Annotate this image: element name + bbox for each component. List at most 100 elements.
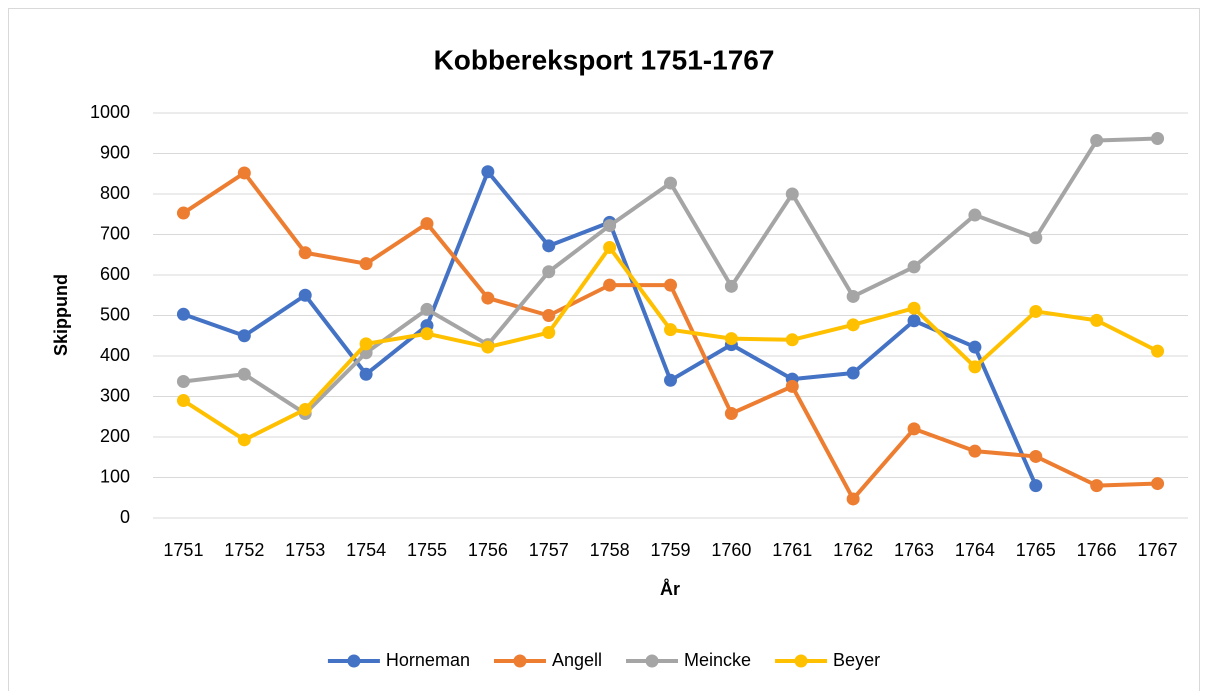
point-marker xyxy=(237,166,251,180)
y-tick-label: 1000 xyxy=(90,102,130,122)
x-tick-label: 1753 xyxy=(285,540,325,560)
x-tick-label: 1751 xyxy=(163,540,203,560)
legend-marker xyxy=(513,654,527,668)
point-marker xyxy=(907,260,921,274)
point-marker xyxy=(664,278,677,292)
point-marker xyxy=(298,288,312,302)
point-marker xyxy=(664,323,677,337)
x-tick-label: 1764 xyxy=(955,540,995,560)
x-tick-label: 1759 xyxy=(650,540,690,560)
point-marker xyxy=(1090,313,1104,327)
legend-label: Angell xyxy=(552,650,602,670)
legend-marker xyxy=(645,654,659,668)
point-marker xyxy=(724,279,738,293)
point-marker xyxy=(785,333,799,347)
legend-label: Meincke xyxy=(684,650,751,670)
x-axis-title: År xyxy=(660,579,680,599)
point-marker xyxy=(785,379,799,393)
point-marker xyxy=(420,302,434,316)
y-tick-label: 200 xyxy=(100,426,130,446)
point-marker xyxy=(298,402,312,416)
point-marker xyxy=(542,326,556,340)
point-marker xyxy=(1090,134,1104,148)
point-marker xyxy=(603,240,617,254)
x-tick-label: 1766 xyxy=(1077,540,1117,560)
point-marker xyxy=(968,208,982,222)
point-marker xyxy=(237,329,251,343)
x-tick-label: 1763 xyxy=(894,540,934,560)
x-tick-label: 1754 xyxy=(346,540,386,560)
point-marker xyxy=(298,246,312,260)
point-marker xyxy=(237,433,251,447)
point-marker xyxy=(542,265,556,279)
legend-label: Horneman xyxy=(386,650,470,670)
x-tick-label: 1758 xyxy=(590,540,630,560)
point-marker xyxy=(603,219,617,233)
y-tick-label: 400 xyxy=(100,345,130,365)
y-tick-label: 100 xyxy=(100,466,130,486)
point-marker xyxy=(785,187,799,201)
point-marker xyxy=(176,394,190,408)
point-marker xyxy=(907,422,921,436)
point-marker xyxy=(664,373,677,387)
point-marker xyxy=(1151,344,1165,358)
point-marker xyxy=(1029,304,1043,318)
y-tick-label: 900 xyxy=(100,142,130,162)
y-tick-label: 800 xyxy=(100,183,130,203)
legend-marker xyxy=(794,654,808,668)
point-marker xyxy=(1029,479,1043,493)
x-tick-label: 1755 xyxy=(407,540,447,560)
x-tick-label: 1757 xyxy=(529,540,569,560)
point-marker xyxy=(420,217,434,231)
x-tick-label: 1765 xyxy=(1016,540,1056,560)
point-marker xyxy=(1151,477,1165,491)
legend-label: Beyer xyxy=(833,650,880,670)
point-marker xyxy=(542,309,556,322)
y-tick-label: 600 xyxy=(100,264,130,284)
point-marker xyxy=(1090,479,1104,493)
point-marker xyxy=(846,492,860,506)
point-marker xyxy=(846,366,860,380)
point-marker xyxy=(907,314,921,328)
chart-title: Kobbereksport 1751-1767 xyxy=(434,44,775,75)
x-tick-label: 1752 xyxy=(224,540,264,560)
x-tick-label: 1767 xyxy=(1138,540,1178,560)
point-marker xyxy=(1151,132,1165,146)
point-marker xyxy=(907,301,921,315)
point-marker xyxy=(176,206,190,220)
point-marker xyxy=(846,289,860,303)
point-marker xyxy=(846,318,860,332)
y-tick-label: 300 xyxy=(100,385,130,405)
point-marker xyxy=(359,257,373,271)
point-marker xyxy=(481,165,495,179)
y-tick-label: 700 xyxy=(100,223,130,243)
point-marker xyxy=(481,291,495,305)
point-marker xyxy=(542,239,556,253)
y-tick-label: 0 xyxy=(120,507,130,527)
legend-marker xyxy=(347,654,361,668)
x-tick-label: 1760 xyxy=(711,540,751,560)
point-marker xyxy=(968,444,982,458)
point-marker xyxy=(1029,231,1043,245)
x-tick-label: 1761 xyxy=(772,540,812,560)
point-marker xyxy=(176,375,190,389)
point-marker xyxy=(968,340,982,354)
point-marker xyxy=(1029,449,1043,463)
point-marker xyxy=(237,367,251,381)
point-marker xyxy=(359,337,373,351)
point-marker xyxy=(724,407,738,421)
x-tick-label: 1762 xyxy=(833,540,873,560)
point-marker xyxy=(664,176,677,190)
x-tick-label: 1756 xyxy=(468,540,508,560)
y-tick-label: 500 xyxy=(100,304,130,324)
point-marker xyxy=(603,278,617,292)
point-marker xyxy=(481,340,495,354)
chart-frame xyxy=(8,8,1200,696)
point-marker xyxy=(724,332,738,346)
point-marker xyxy=(176,307,190,321)
point-marker xyxy=(359,367,373,381)
point-marker xyxy=(420,327,434,341)
point-marker xyxy=(968,360,982,374)
y-axis-title: Skippund xyxy=(51,274,71,356)
